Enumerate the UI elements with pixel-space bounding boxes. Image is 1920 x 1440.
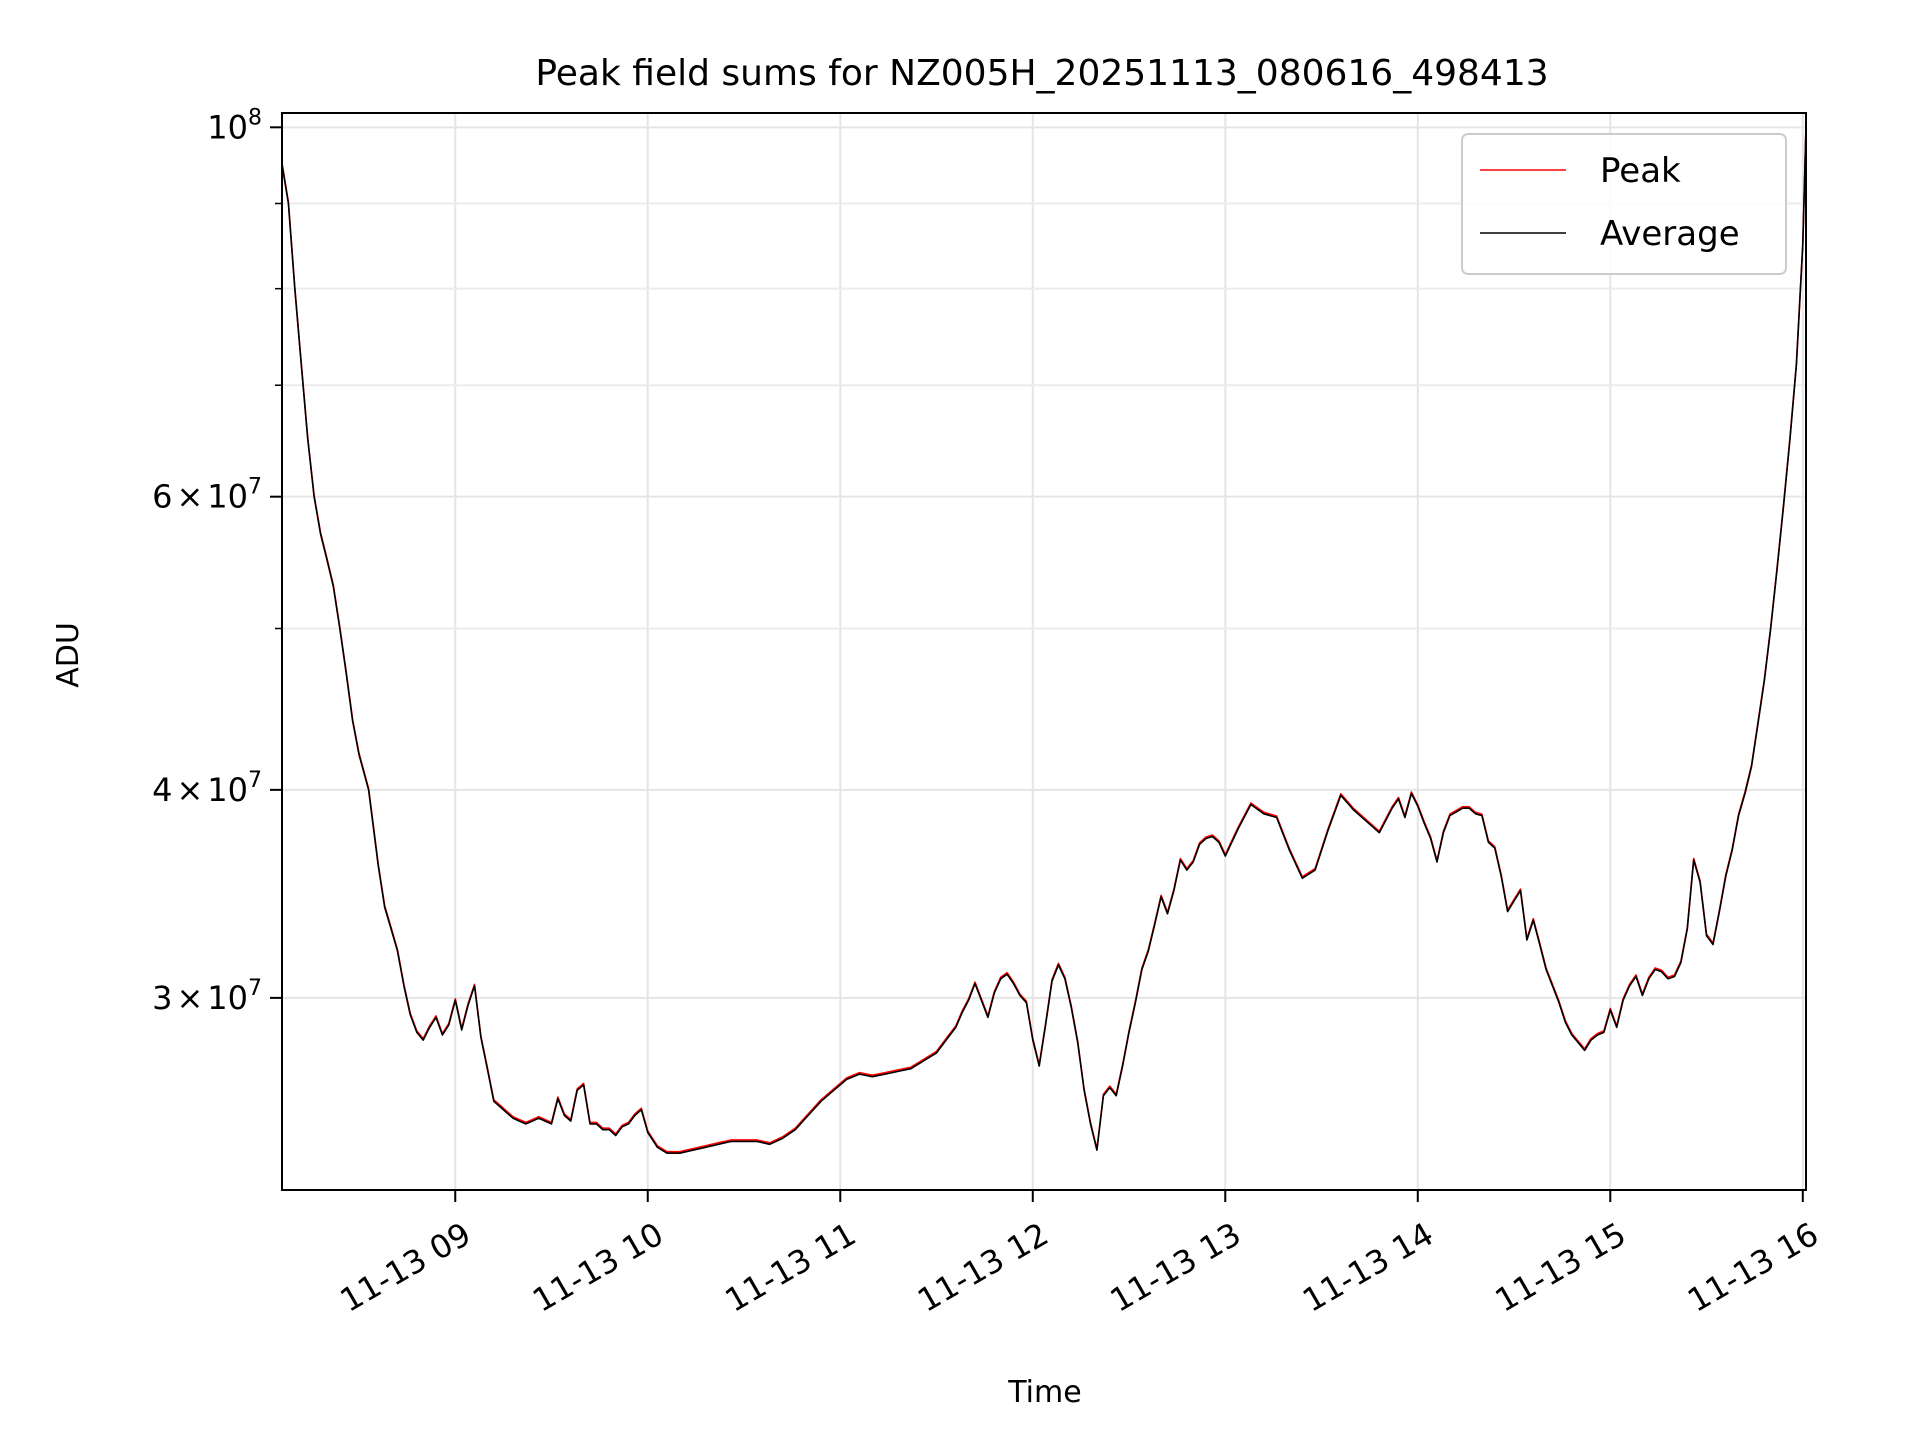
legend: Peak Average	[1461, 133, 1787, 275]
y-tick-label: 3 × 107	[152, 976, 262, 1017]
y-axis-label: ADU	[51, 622, 86, 688]
chart-title: Peak field sums for NZ005H_20251113_0806…	[535, 53, 1548, 94]
y-tick-label: 6 × 107	[152, 475, 262, 516]
x-axis-label: Time	[1007, 1375, 1081, 1410]
y-axis: 108 6 × 107 4 × 107 3 × 107	[152, 105, 282, 1017]
grid	[282, 113, 1806, 1190]
series-line-average	[281, 127, 1807, 1154]
y-tick-label: 108	[207, 105, 262, 146]
plot-series	[281, 125, 1807, 1154]
y-tick-label: 4 × 107	[152, 768, 262, 809]
legend-average-label: Average	[1600, 214, 1740, 254]
plot-frame	[281, 112, 1807, 1191]
legend-box	[1461, 133, 1787, 275]
legend-peak-label: Peak	[1600, 151, 1681, 191]
